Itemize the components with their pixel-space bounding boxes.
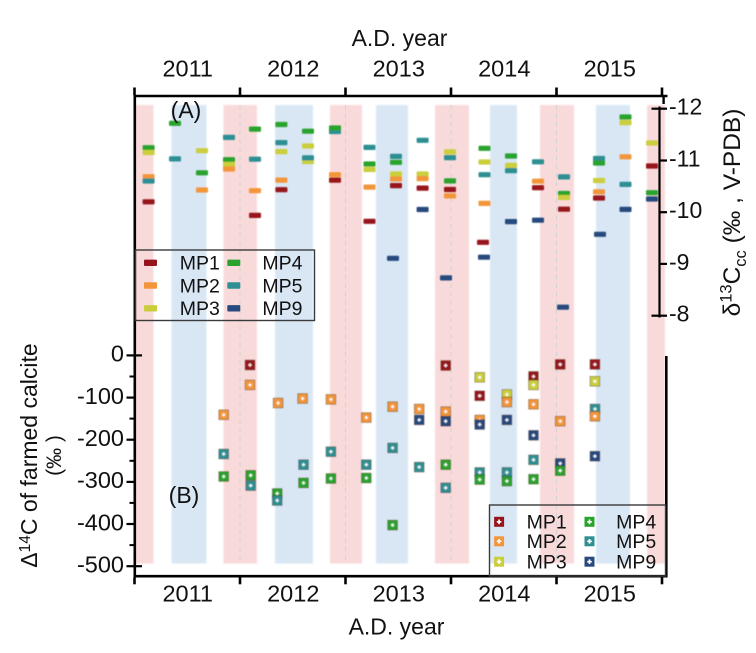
svg-text:A.D. year: A.D. year [349, 614, 445, 640]
svg-text:MP2: MP2 [180, 275, 220, 297]
svg-text:2013: 2013 [373, 581, 425, 607]
svg-text:MP5: MP5 [262, 275, 302, 297]
svg-text:2011: 2011 [162, 581, 213, 607]
svg-text:2014: 2014 [478, 56, 530, 82]
svg-text:MP5: MP5 [616, 531, 656, 553]
svg-text:(‰ ): (‰ ) [43, 435, 66, 476]
svg-text:MP9: MP9 [262, 298, 302, 320]
svg-text:-500: -500 [77, 552, 124, 578]
svg-text:δ13Ccc (‰ , V-PDB): δ13Ccc (‰ , V-PDB) [718, 109, 751, 317]
svg-text:-11: -11 [669, 146, 701, 172]
svg-text:MP4: MP4 [616, 512, 656, 534]
svg-text:-100: -100 [77, 383, 124, 409]
svg-text:-10: -10 [669, 197, 702, 223]
svg-text:2015: 2015 [584, 581, 636, 607]
svg-text:MP1: MP1 [180, 253, 220, 275]
svg-text:-12: -12 [669, 94, 702, 120]
svg-text:MP3: MP3 [180, 298, 220, 320]
svg-text:(A): (A) [171, 97, 202, 123]
svg-text:0: 0 [111, 341, 124, 367]
svg-text:MP1: MP1 [527, 512, 567, 534]
svg-text:-400: -400 [77, 509, 124, 535]
svg-text:2012: 2012 [267, 581, 319, 607]
svg-text:2014: 2014 [478, 581, 530, 607]
svg-text:MP4: MP4 [262, 253, 302, 275]
svg-text:MP3: MP3 [527, 552, 567, 574]
svg-text:Δ14C of farmed calcite: Δ14C of farmed calcite [16, 343, 42, 567]
svg-text:-8: -8 [669, 301, 689, 327]
svg-text:2013: 2013 [373, 56, 425, 82]
svg-text:2011: 2011 [162, 56, 213, 82]
svg-text:2015: 2015 [584, 56, 636, 82]
svg-text:-200: -200 [77, 425, 124, 451]
svg-text:A.D. year: A.D. year [352, 25, 448, 51]
svg-text:-300: -300 [77, 467, 124, 493]
svg-text:MP9: MP9 [616, 552, 656, 574]
svg-text:MP2: MP2 [527, 531, 567, 553]
svg-text:(B): (B) [169, 482, 200, 508]
svg-text:2012: 2012 [267, 56, 319, 82]
svg-text:-9: -9 [669, 249, 689, 275]
